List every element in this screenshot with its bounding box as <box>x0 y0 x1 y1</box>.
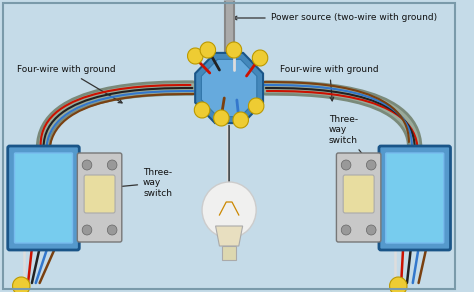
Text: Three-
way
switch: Three- way switch <box>88 168 172 198</box>
Circle shape <box>341 225 351 235</box>
Polygon shape <box>201 59 257 117</box>
FancyBboxPatch shape <box>222 246 236 260</box>
Circle shape <box>366 160 376 170</box>
FancyBboxPatch shape <box>77 153 122 242</box>
FancyBboxPatch shape <box>84 175 115 213</box>
Polygon shape <box>216 226 243 246</box>
FancyBboxPatch shape <box>15 153 73 243</box>
Wedge shape <box>194 102 210 118</box>
Circle shape <box>107 225 117 235</box>
Polygon shape <box>195 53 263 123</box>
Wedge shape <box>252 50 268 66</box>
Circle shape <box>82 225 92 235</box>
FancyBboxPatch shape <box>386 153 444 243</box>
Circle shape <box>82 160 92 170</box>
FancyBboxPatch shape <box>337 153 381 242</box>
FancyBboxPatch shape <box>343 175 374 213</box>
Circle shape <box>341 160 351 170</box>
Wedge shape <box>248 98 264 114</box>
Wedge shape <box>200 42 216 58</box>
Text: Four-wire with ground: Four-wire with ground <box>18 65 122 103</box>
Wedge shape <box>188 48 203 64</box>
Wedge shape <box>13 277 30 292</box>
Wedge shape <box>233 112 248 128</box>
Circle shape <box>366 225 376 235</box>
Text: Four-wire with ground: Four-wire with ground <box>280 65 379 101</box>
Text: Power source (two-wire with ground): Power source (two-wire with ground) <box>233 13 437 22</box>
FancyBboxPatch shape <box>379 146 450 250</box>
FancyBboxPatch shape <box>8 146 79 250</box>
Text: Three-
way
switch: Three- way switch <box>328 115 376 172</box>
Circle shape <box>107 160 117 170</box>
Wedge shape <box>390 277 407 292</box>
Circle shape <box>202 182 256 238</box>
Wedge shape <box>214 110 229 126</box>
Wedge shape <box>226 42 242 58</box>
